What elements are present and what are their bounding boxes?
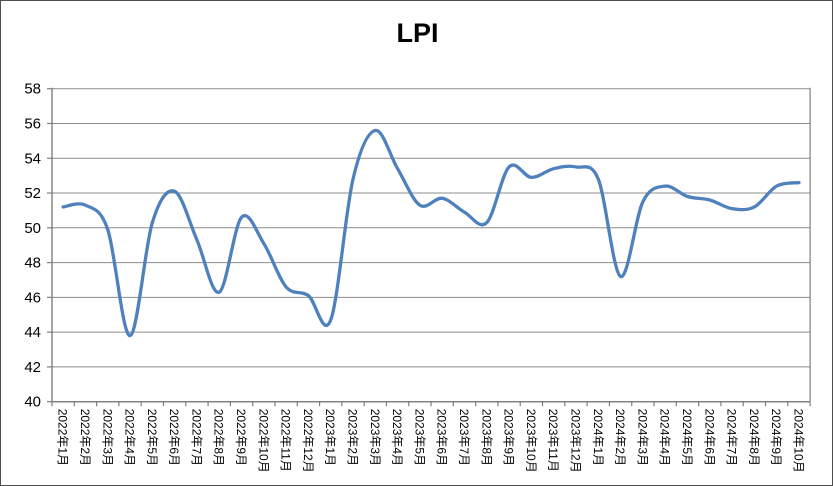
x-tick-label: 2023年10月 — [524, 409, 538, 473]
x-tick-label: 2022年8月 — [212, 409, 226, 466]
x-tick-label: 2023年1月 — [323, 409, 337, 466]
y-tick-label: 48 — [24, 255, 41, 272]
y-tick-label: 56 — [24, 115, 41, 132]
x-tick-label: 2022年9月 — [234, 409, 248, 466]
x-tick-label: 2022年3月 — [100, 409, 114, 466]
x-tick-label: 2022年7月 — [189, 409, 203, 466]
x-tick-label: 2022年5月 — [145, 409, 159, 466]
y-tick-label: 54 — [24, 150, 41, 167]
x-tick-label: 2023年3月 — [368, 409, 382, 466]
x-tick-label: 2023年6月 — [435, 409, 449, 466]
y-tick-label: 42 — [24, 359, 41, 376]
y-tick-label: 58 — [24, 81, 41, 98]
x-tick-label: 2024年5月 — [680, 409, 694, 466]
lpi-series-line — [61, 128, 801, 338]
y-tick-label: 44 — [24, 324, 41, 341]
x-tick-label: 2023年9月 — [502, 409, 516, 466]
x-tick-label: 2023年5月 — [412, 409, 426, 466]
x-tick-label: 2024年3月 — [635, 409, 649, 466]
x-tick-label: 2024年4月 — [658, 409, 672, 466]
x-tick-label: 2024年9月 — [769, 409, 783, 466]
x-tick-label: 2024年1月 — [591, 409, 605, 466]
x-tick-label: 2023年12月 — [568, 409, 582, 473]
y-tick-label: 40 — [24, 394, 41, 411]
x-tick-label: 2024年2月 — [613, 409, 627, 466]
x-tick-label: 2022年4月 — [123, 409, 137, 466]
y-tick-label: 46 — [24, 289, 41, 306]
x-tick-label: 2024年8月 — [747, 409, 761, 466]
x-tick-label: 2022年1月 — [56, 409, 70, 466]
x-tick-label: 2023年2月 — [346, 409, 360, 466]
x-tick-label: 2024年10月 — [791, 409, 805, 473]
x-tick-label: 2022年10月 — [256, 409, 270, 473]
x-tick-label: 2022年2月 — [78, 409, 92, 466]
x-tick-label: 2024年7月 — [725, 409, 739, 466]
x-tick-label: 2023年8月 — [479, 409, 493, 466]
x-tick-label: 2022年6月 — [167, 409, 181, 466]
x-tick-label: 2023年11月 — [546, 409, 560, 472]
x-tick-label: 2022年11月 — [279, 409, 293, 472]
y-tick-label: 50 — [24, 220, 41, 237]
x-tick-label: 2023年4月 — [390, 409, 404, 466]
chart-title: LPI — [396, 18, 439, 48]
x-tick-label: 2024年6月 — [702, 409, 716, 466]
y-tick-label: 52 — [24, 185, 41, 202]
x-tick-label: 2022年12月 — [301, 409, 315, 473]
x-tick-label: 2023年7月 — [457, 409, 471, 466]
